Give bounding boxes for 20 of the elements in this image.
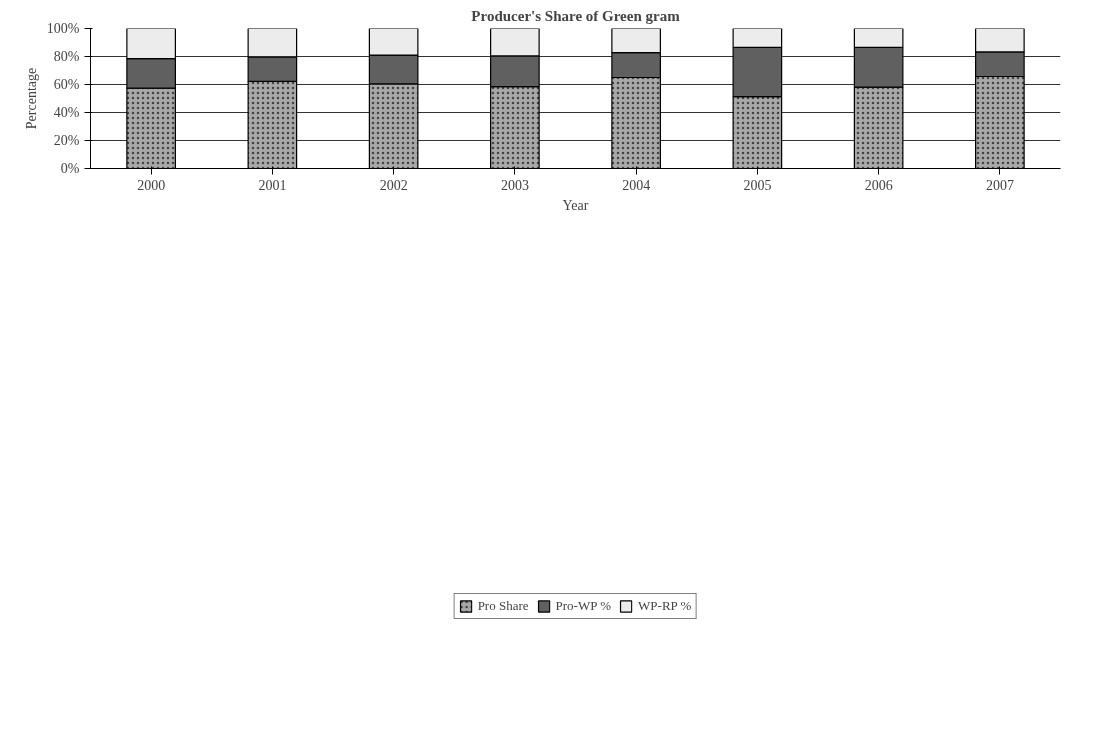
chart-title: Producer's Share of Green gram (471, 7, 681, 24)
x-tick-label: 2001 (258, 177, 287, 193)
x-tick-label: 2005 (743, 177, 772, 193)
x-tick-label: 2003 (500, 177, 529, 193)
y-tick-label: 80% (53, 49, 80, 64)
y-tick-label: 0% (60, 161, 80, 176)
y-axis-title: Percentage (23, 67, 39, 130)
x-axis-title: Year (562, 197, 589, 213)
x-tick-label: 2004 (622, 177, 651, 193)
legend-label: Pro Share (477, 598, 529, 614)
y-tick-label: 100% (46, 21, 80, 36)
x-tick-label: 2006 (864, 177, 893, 193)
x-tick-label: 2002 (379, 177, 408, 193)
x-tick-label: 2000 (137, 177, 166, 193)
legend-label: WP-RP % (638, 598, 692, 614)
y-tick-label: 40% (53, 105, 80, 120)
x-tick-label: 2007 (985, 177, 1014, 193)
legend-label: Pro-WP % (555, 598, 612, 614)
y-tick-label: 60% (53, 77, 80, 92)
y-tick-label: 20% (53, 133, 80, 148)
